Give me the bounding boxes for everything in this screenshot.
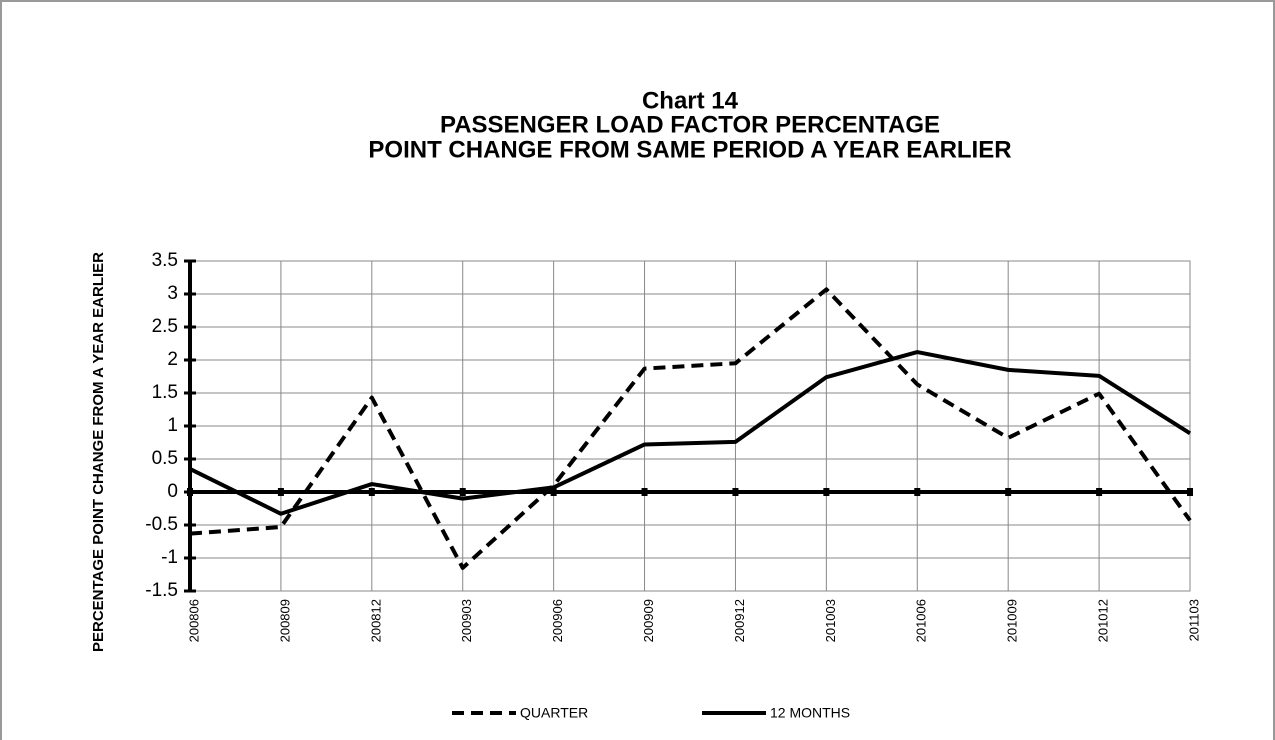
x-tick xyxy=(732,488,739,496)
x-tick xyxy=(550,488,557,496)
x-tick-label: 201103 xyxy=(1186,599,1201,641)
chart-subtitle: POINT CHANGE FROM SAME PERIOD A YEAR EAR… xyxy=(368,136,1011,163)
x-tick-label: 201009 xyxy=(1005,599,1020,642)
x-tick xyxy=(368,488,375,496)
chart-subtitle: PASSENGER LOAD FACTOR PERCENTAGE xyxy=(440,111,940,138)
y-tick-label: 1.5 xyxy=(152,382,178,403)
x-tick-label: 200912 xyxy=(732,599,747,642)
y-axis-label: PERCENTAGE POINT CHANGE FROM A YEAR EARL… xyxy=(90,252,107,652)
y-tick-label: 1 xyxy=(167,415,178,436)
y-tick-label: 2.5 xyxy=(152,316,178,337)
x-tick-label: 200903 xyxy=(459,599,474,642)
legend-label: 12 MONTHS xyxy=(770,705,850,721)
x-tick xyxy=(1187,488,1193,496)
x-tick-label: 200906 xyxy=(550,599,565,642)
x-tick xyxy=(459,488,466,496)
series-line xyxy=(189,287,1192,570)
y-tick-label: 3 xyxy=(167,283,178,304)
x-tick xyxy=(187,488,193,496)
legend-label: QUARTER xyxy=(520,705,588,721)
x-tick-label: 201006 xyxy=(914,599,929,642)
series-line xyxy=(189,350,1192,516)
x-tick xyxy=(1005,488,1012,496)
x-tick-label: 200909 xyxy=(641,599,656,642)
x-tick-label: 201003 xyxy=(823,599,838,642)
chart-title: Chart 14 xyxy=(642,87,739,114)
x-tick xyxy=(1096,488,1103,496)
x-tick xyxy=(823,488,830,496)
x-tick-label: 200812 xyxy=(368,599,383,642)
y-tick-label: 0 xyxy=(167,481,178,502)
y-tick-label: 3.5 xyxy=(152,250,178,271)
x-tick-label: 201012 xyxy=(1096,599,1111,642)
x-tick-label: 200806 xyxy=(186,599,201,642)
x-tick xyxy=(914,488,921,496)
y-tick-label: -0.5 xyxy=(145,514,178,535)
x-tick xyxy=(641,488,648,496)
y-tick-label: 0.5 xyxy=(152,448,178,469)
y-tick-label: 2 xyxy=(167,349,178,370)
x-tick xyxy=(277,488,284,496)
y-tick-label: -1 xyxy=(161,547,178,568)
x-tick-label: 200809 xyxy=(277,599,292,642)
y-tick-label: -1.5 xyxy=(145,580,178,601)
